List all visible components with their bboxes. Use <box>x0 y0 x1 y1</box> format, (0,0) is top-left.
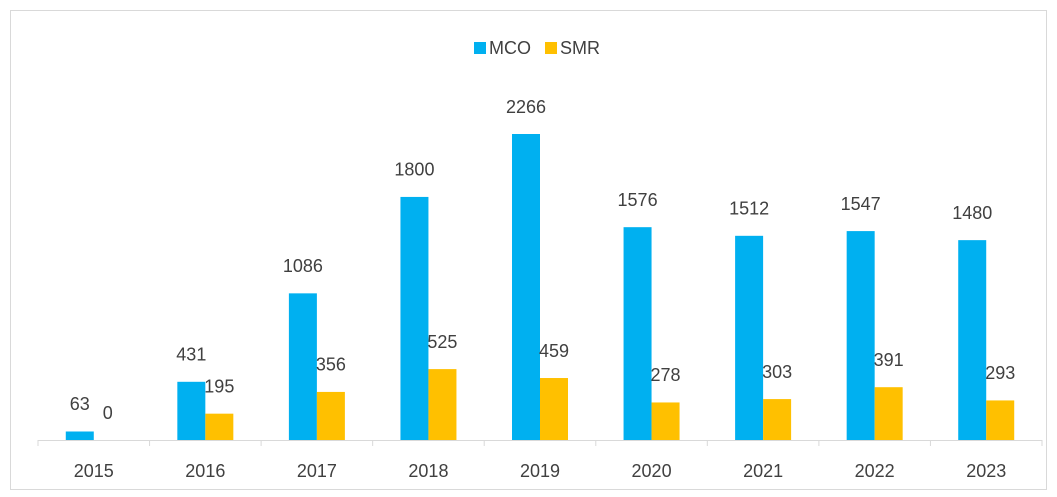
data-label: 0 <box>103 403 113 423</box>
bar <box>986 400 1015 440</box>
data-label: 525 <box>427 332 457 352</box>
data-label: 278 <box>651 365 681 385</box>
bar <box>512 134 540 440</box>
data-label: 1086 <box>283 256 323 276</box>
bar <box>623 227 652 440</box>
data-label: 459 <box>539 341 569 361</box>
data-label: 431 <box>176 345 206 365</box>
bar <box>651 402 680 440</box>
data-label: 2266 <box>506 97 546 117</box>
bar <box>874 387 903 440</box>
bar <box>428 369 457 440</box>
data-label: 356 <box>316 355 346 375</box>
data-label: 195 <box>204 376 234 396</box>
bar <box>65 431 94 440</box>
data-label: 1800 <box>394 160 434 180</box>
x-tick-label: 2020 <box>632 461 672 481</box>
x-tick-label: 2017 <box>297 461 337 481</box>
bar <box>846 231 875 440</box>
data-label: 1512 <box>729 199 769 219</box>
legend-label: MCO <box>489 38 531 58</box>
x-tick-label: 2015 <box>74 461 114 481</box>
bar <box>735 235 764 440</box>
legend-swatch <box>545 42 557 54</box>
data-label: 1480 <box>952 203 992 223</box>
bar <box>177 381 206 440</box>
data-label: 63 <box>70 394 90 414</box>
x-tick-label: 2021 <box>743 461 783 481</box>
x-tick-label: 2022 <box>855 461 895 481</box>
bar <box>205 413 234 440</box>
bar <box>288 293 317 440</box>
legend-label: SMR <box>560 38 600 58</box>
x-tick-label: 2018 <box>408 461 448 481</box>
data-label: 303 <box>762 362 792 382</box>
bar <box>958 240 987 440</box>
bar <box>316 391 345 440</box>
data-label: 391 <box>874 350 904 370</box>
x-tick-label: 2023 <box>966 461 1006 481</box>
bar <box>540 378 568 440</box>
bar <box>400 196 429 440</box>
data-label: 293 <box>985 363 1015 383</box>
bar <box>763 399 792 440</box>
data-label: 1547 <box>841 194 881 214</box>
x-tick-label: 2019 <box>520 461 560 481</box>
legend-swatch <box>474 42 486 54</box>
data-label: 1576 <box>618 190 658 210</box>
x-tick-label: 2016 <box>185 461 225 481</box>
